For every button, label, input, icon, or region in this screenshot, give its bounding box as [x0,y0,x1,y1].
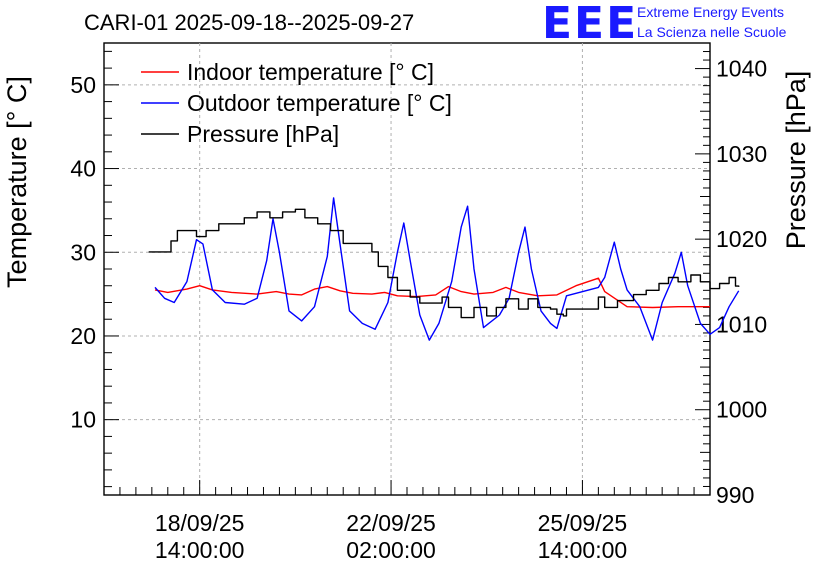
legend-label: Indoor temperature [° C] [187,59,434,85]
x-tick-label-time: 02:00:00 [346,537,436,563]
series-line-outdoor [154,197,740,341]
x-tick-label-time: 14:00:00 [155,537,245,563]
legend-label: Outdoor temperature [° C] [187,90,452,116]
y2-tick-label: 1000 [716,397,767,423]
y2-tick-label: 1040 [716,56,767,82]
y-tick-label: 10 [70,407,96,433]
axes: 10203040509901000101010201030104018/09/2… [70,42,767,563]
logo-subtitle-line2: La Scienza nelle Scuole [637,24,787,40]
x-tick-label-date: 25/09/25 [538,510,628,536]
x-tick-label-date: 18/09/25 [155,510,245,536]
x-tick-label-time: 14:00:00 [538,537,628,563]
grid-lines [104,43,710,495]
eee-logo: EEE [542,0,639,49]
legend: Indoor temperature [° C] Outdoor temperat… [141,59,452,147]
y2-tick-label: 1020 [716,226,767,252]
series-group [148,197,740,341]
logo-subtitle-line1: Extreme Energy Events [637,4,785,20]
y-tick-label: 40 [70,156,96,182]
series-line-pressure [148,208,740,319]
chart-title: CARI-01 2025-09-18--2025-09-27 [84,10,415,35]
y-tick-label: 50 [70,72,96,98]
y2-axis-label: Pressure [hPa] [781,71,811,250]
legend-label: Pressure [hPa] [187,121,339,147]
y-tick-label: 30 [70,239,96,265]
y-axis-label: Temperature [° C] [2,76,32,288]
series-line-indoor [154,277,710,309]
x-tick-label-date: 22/09/25 [346,510,436,536]
y-tick-label: 20 [70,323,96,349]
y2-tick-label: 1010 [716,311,767,337]
y2-tick-label: 990 [716,482,754,508]
y2-tick-label: 1030 [716,141,767,167]
